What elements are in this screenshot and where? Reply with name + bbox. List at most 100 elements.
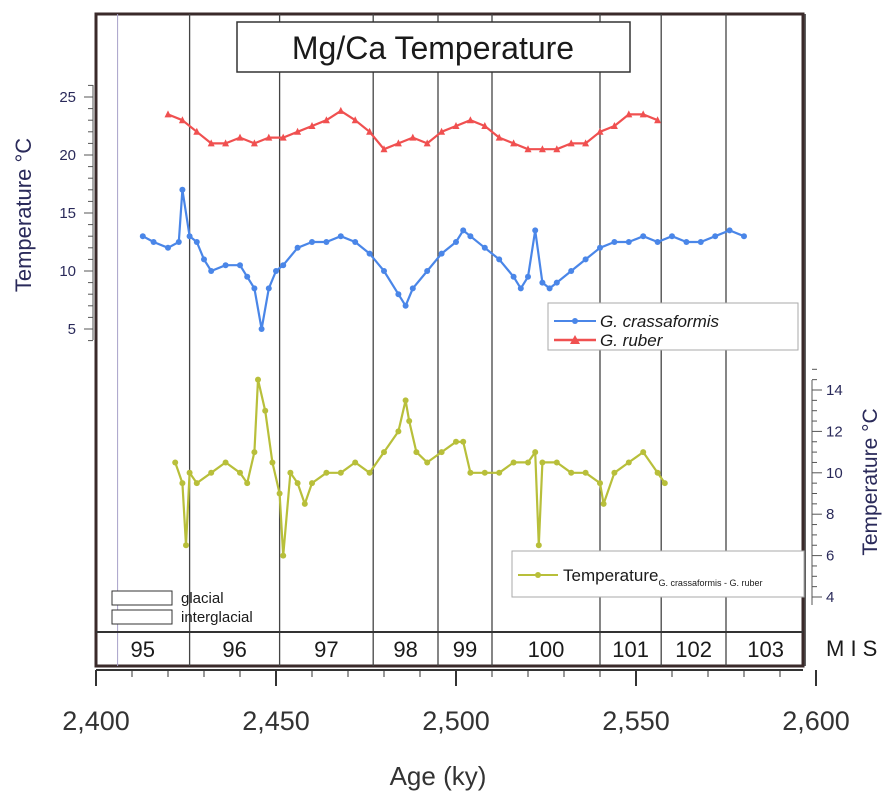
data-point bbox=[600, 500, 607, 507]
data-point bbox=[139, 233, 146, 240]
data-point bbox=[337, 469, 344, 476]
data-point bbox=[323, 469, 330, 476]
data-point bbox=[438, 127, 446, 135]
data-point bbox=[453, 438, 459, 445]
data-point bbox=[244, 480, 251, 487]
left-y-axis: 5 10 15 20 25 bbox=[59, 84, 94, 342]
data-point bbox=[510, 139, 518, 147]
x-axis-tick-label: 2,500 bbox=[422, 706, 490, 736]
data-point bbox=[567, 139, 575, 147]
mis-stage-label: 96 bbox=[222, 637, 246, 662]
data-point bbox=[279, 133, 287, 141]
data-point bbox=[424, 459, 431, 466]
glacial-swatch bbox=[111, 590, 173, 606]
data-point bbox=[640, 233, 647, 240]
data-point bbox=[186, 233, 193, 240]
data-point bbox=[193, 127, 201, 135]
data-point bbox=[222, 459, 229, 466]
data-point bbox=[611, 469, 618, 476]
data-point bbox=[553, 279, 560, 286]
data-point bbox=[323, 239, 330, 245]
data-point bbox=[639, 110, 647, 118]
data-point bbox=[406, 418, 413, 425]
data-point bbox=[625, 110, 633, 118]
data-point bbox=[175, 239, 182, 245]
data-point bbox=[395, 428, 402, 435]
data-point bbox=[438, 449, 445, 456]
mis-stage-label: 100 bbox=[528, 637, 565, 662]
data-point bbox=[596, 127, 604, 135]
data-point bbox=[265, 133, 273, 141]
legend-ruber-marker bbox=[570, 335, 580, 344]
data-point bbox=[510, 459, 517, 466]
data-point bbox=[611, 239, 618, 245]
data-point bbox=[294, 480, 301, 487]
data-point bbox=[237, 262, 243, 269]
data-point bbox=[510, 273, 517, 280]
data-point bbox=[661, 480, 668, 487]
data-point bbox=[409, 133, 417, 141]
series-temperature-g-crassaformis-g-ruber bbox=[172, 376, 668, 559]
data-point bbox=[582, 139, 590, 147]
left-axis-tick-label: 10 bbox=[59, 263, 76, 280]
title-box bbox=[236, 21, 631, 73]
data-point bbox=[553, 459, 560, 466]
data-point bbox=[179, 480, 186, 487]
x-axis-tick-label: 2,400 bbox=[62, 706, 130, 736]
data-point bbox=[496, 256, 503, 263]
glacial-label: glacial bbox=[181, 590, 224, 607]
data-point bbox=[276, 490, 283, 497]
data-point bbox=[539, 459, 546, 466]
data-point bbox=[222, 139, 230, 147]
data-point bbox=[495, 133, 503, 141]
data-point bbox=[280, 552, 287, 559]
data-point bbox=[532, 449, 539, 456]
data-point bbox=[532, 227, 539, 234]
data-point bbox=[568, 268, 575, 274]
data-point bbox=[265, 285, 272, 292]
right-axis-tick-label: 10 bbox=[826, 465, 843, 482]
data-point bbox=[683, 239, 690, 245]
left-axis-tick-label: 25 bbox=[59, 89, 76, 106]
data-point bbox=[453, 239, 459, 245]
data-point bbox=[352, 239, 359, 245]
data-point bbox=[610, 122, 618, 129]
data-point bbox=[481, 122, 489, 129]
data-point bbox=[208, 469, 215, 476]
data-point bbox=[381, 268, 387, 274]
data-point bbox=[237, 469, 243, 476]
data-point bbox=[207, 139, 215, 147]
x-axis-tick-label: 2,550 bbox=[602, 706, 670, 736]
data-point bbox=[236, 133, 244, 141]
stage-legend: glacial interglacial bbox=[111, 590, 253, 626]
x-axis-tick-label: 2,450 bbox=[242, 706, 310, 736]
mis-stage-label: 95 bbox=[131, 637, 155, 662]
mis-stage-label: 101 bbox=[612, 637, 649, 662]
data-point bbox=[351, 116, 359, 124]
left-y-axis-label: Temperature °C bbox=[11, 138, 36, 292]
data-point bbox=[538, 145, 546, 153]
data-point bbox=[582, 256, 589, 263]
data-point bbox=[337, 106, 345, 114]
interglacial-swatch bbox=[111, 609, 173, 625]
data-point bbox=[308, 122, 316, 129]
data-point bbox=[251, 449, 258, 456]
data-point bbox=[380, 145, 388, 153]
mis-band: 95 96 97 98 99 100 101 102 103 bbox=[96, 631, 803, 662]
series-g-crassaformis bbox=[139, 186, 747, 332]
data-point bbox=[409, 285, 416, 292]
data-point bbox=[481, 469, 488, 476]
data-point bbox=[452, 122, 460, 129]
data-point bbox=[394, 139, 402, 147]
data-point bbox=[193, 480, 200, 487]
data-point bbox=[697, 239, 704, 245]
data-point bbox=[654, 116, 662, 124]
legend-ruber-label: G. ruber bbox=[600, 331, 664, 350]
data-point bbox=[201, 256, 207, 263]
data-point bbox=[568, 469, 575, 476]
x-axis-label: Age (ky) bbox=[390, 761, 487, 791]
mis-stage-label: 103 bbox=[747, 637, 784, 662]
legend-top-box bbox=[547, 302, 799, 351]
data-point bbox=[280, 262, 287, 269]
